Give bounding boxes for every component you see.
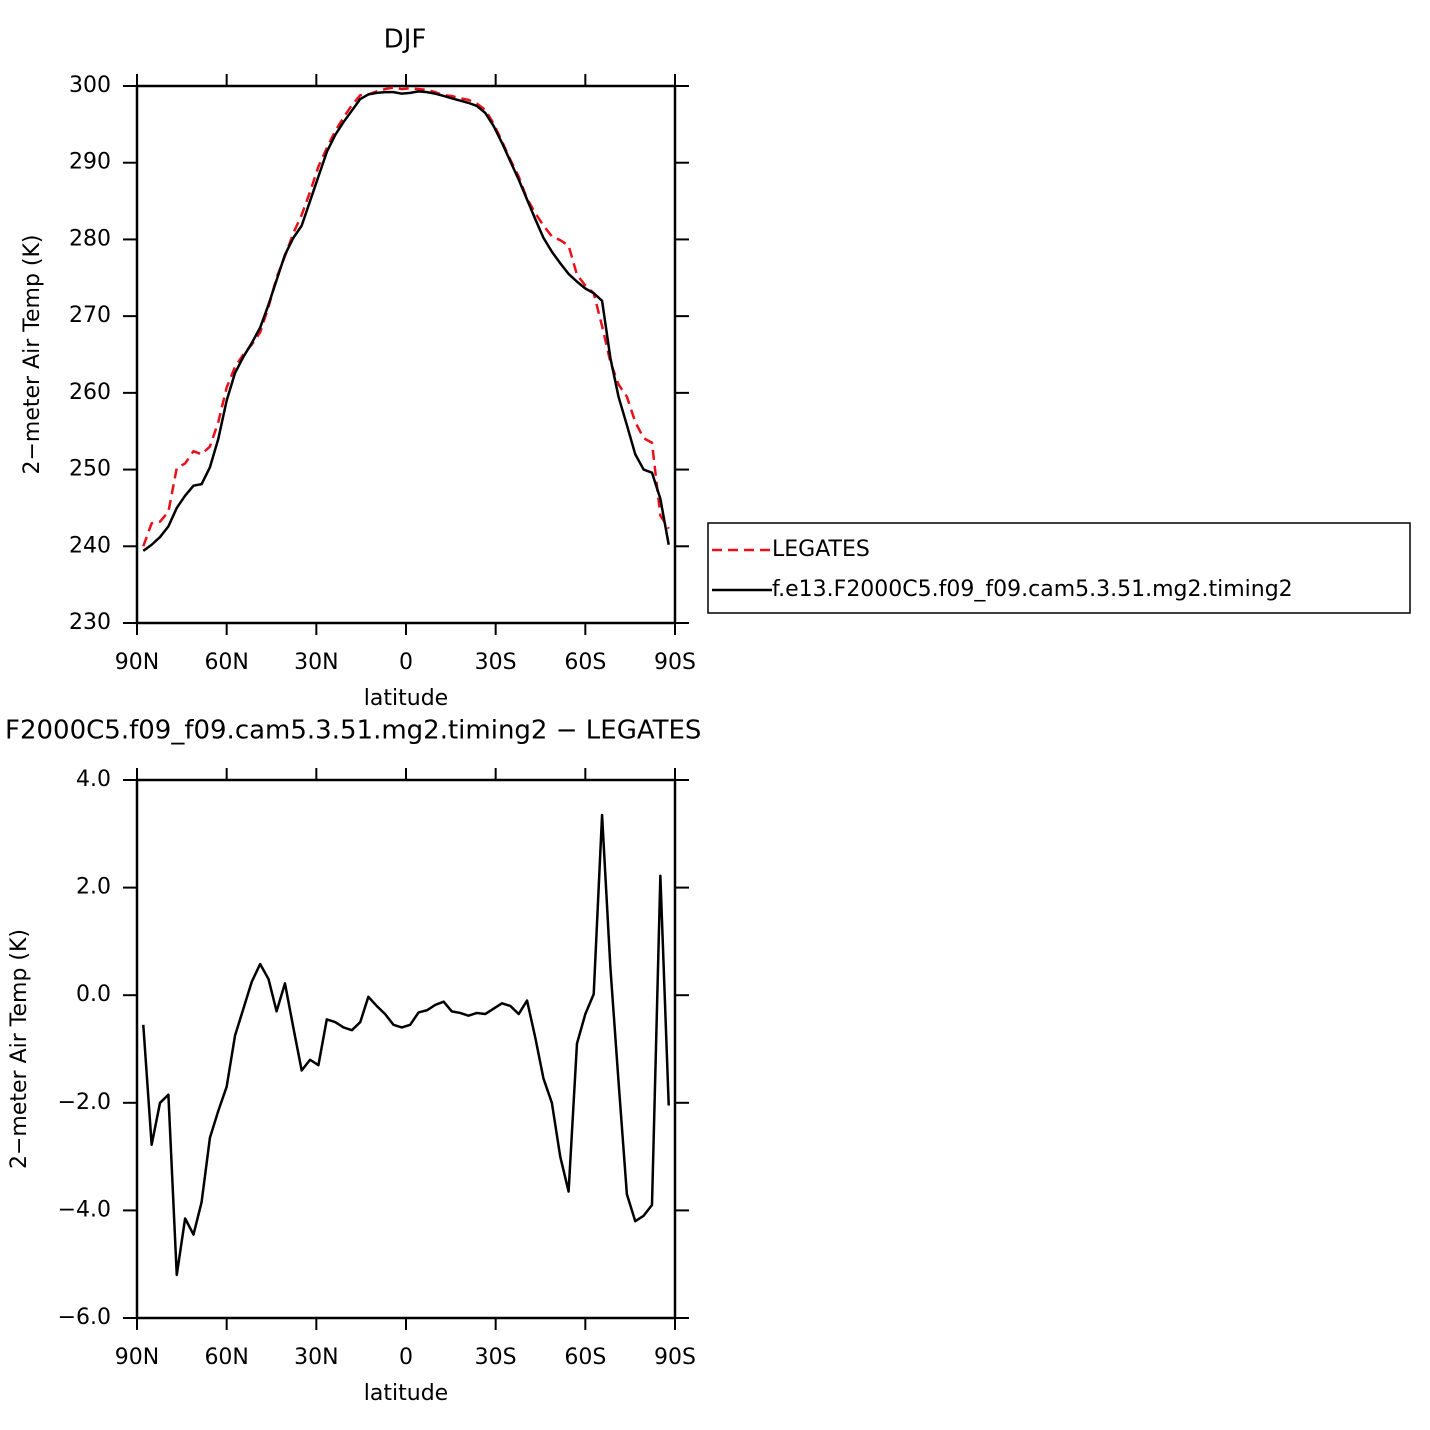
x-tick-label: 0: [399, 1345, 413, 1370]
x-tick-label: 60N: [204, 650, 248, 675]
chart-title: DJF: [384, 25, 427, 55]
x-tick-label: 30N: [294, 650, 338, 675]
data-line: [142, 86, 670, 547]
y-tick-label: 250: [69, 457, 111, 482]
x-tick-label: 0: [399, 650, 413, 675]
plot-frame: [135, 778, 677, 1320]
y-tick-label: 290: [69, 150, 111, 175]
y-tick-label: 300: [69, 73, 111, 98]
x-axis-label: latitude: [364, 1381, 448, 1406]
chart-title: F2000C5.f09_f09.cam5.3.51.mg2.timing2 − …: [5, 716, 701, 746]
plot-frame: [135, 84, 677, 625]
x-tick-label: 90N: [115, 650, 159, 675]
y-tick-label: 260: [69, 380, 111, 405]
x-tick-label: 30S: [475, 1345, 517, 1370]
legend-label: LEGATES: [772, 537, 870, 562]
legend-box: [707, 522, 1411, 614]
data-line: [142, 90, 670, 552]
y-tick-label: 280: [69, 226, 111, 251]
x-tick-label: 90S: [654, 1345, 696, 1370]
x-axis-label: latitude: [364, 686, 448, 711]
legend-label: f.e13.F2000C5.f09_f09.cam5.3.51.mg2.timi…: [772, 577, 1293, 602]
y-tick-label: −2.0: [58, 1090, 111, 1115]
x-tick-label: 60N: [204, 1345, 248, 1370]
x-tick-label: 30S: [475, 650, 517, 675]
y-tick-label: 240: [69, 533, 111, 558]
y-tick-label: 0.0: [76, 982, 111, 1007]
y-tick-label: 270: [69, 303, 111, 328]
x-tick-label: 60S: [564, 1345, 606, 1370]
x-tick-label: 60S: [564, 650, 606, 675]
y-tick-label: −6.0: [58, 1305, 111, 1330]
x-tick-label: 90S: [654, 650, 696, 675]
x-tick-label: 30N: [294, 1345, 338, 1370]
y-tick-label: 4.0: [76, 767, 111, 792]
y-tick-label: −4.0: [58, 1197, 111, 1222]
y-tick-label: 230: [69, 610, 111, 635]
x-tick-label: 90N: [115, 1345, 159, 1370]
y-tick-label: 2.0: [76, 875, 111, 900]
y-axis-label: 2−meter Air Temp (K): [20, 234, 45, 474]
y-axis-label: 2−meter Air Temp (K): [7, 929, 32, 1169]
data-line: [142, 813, 670, 1277]
